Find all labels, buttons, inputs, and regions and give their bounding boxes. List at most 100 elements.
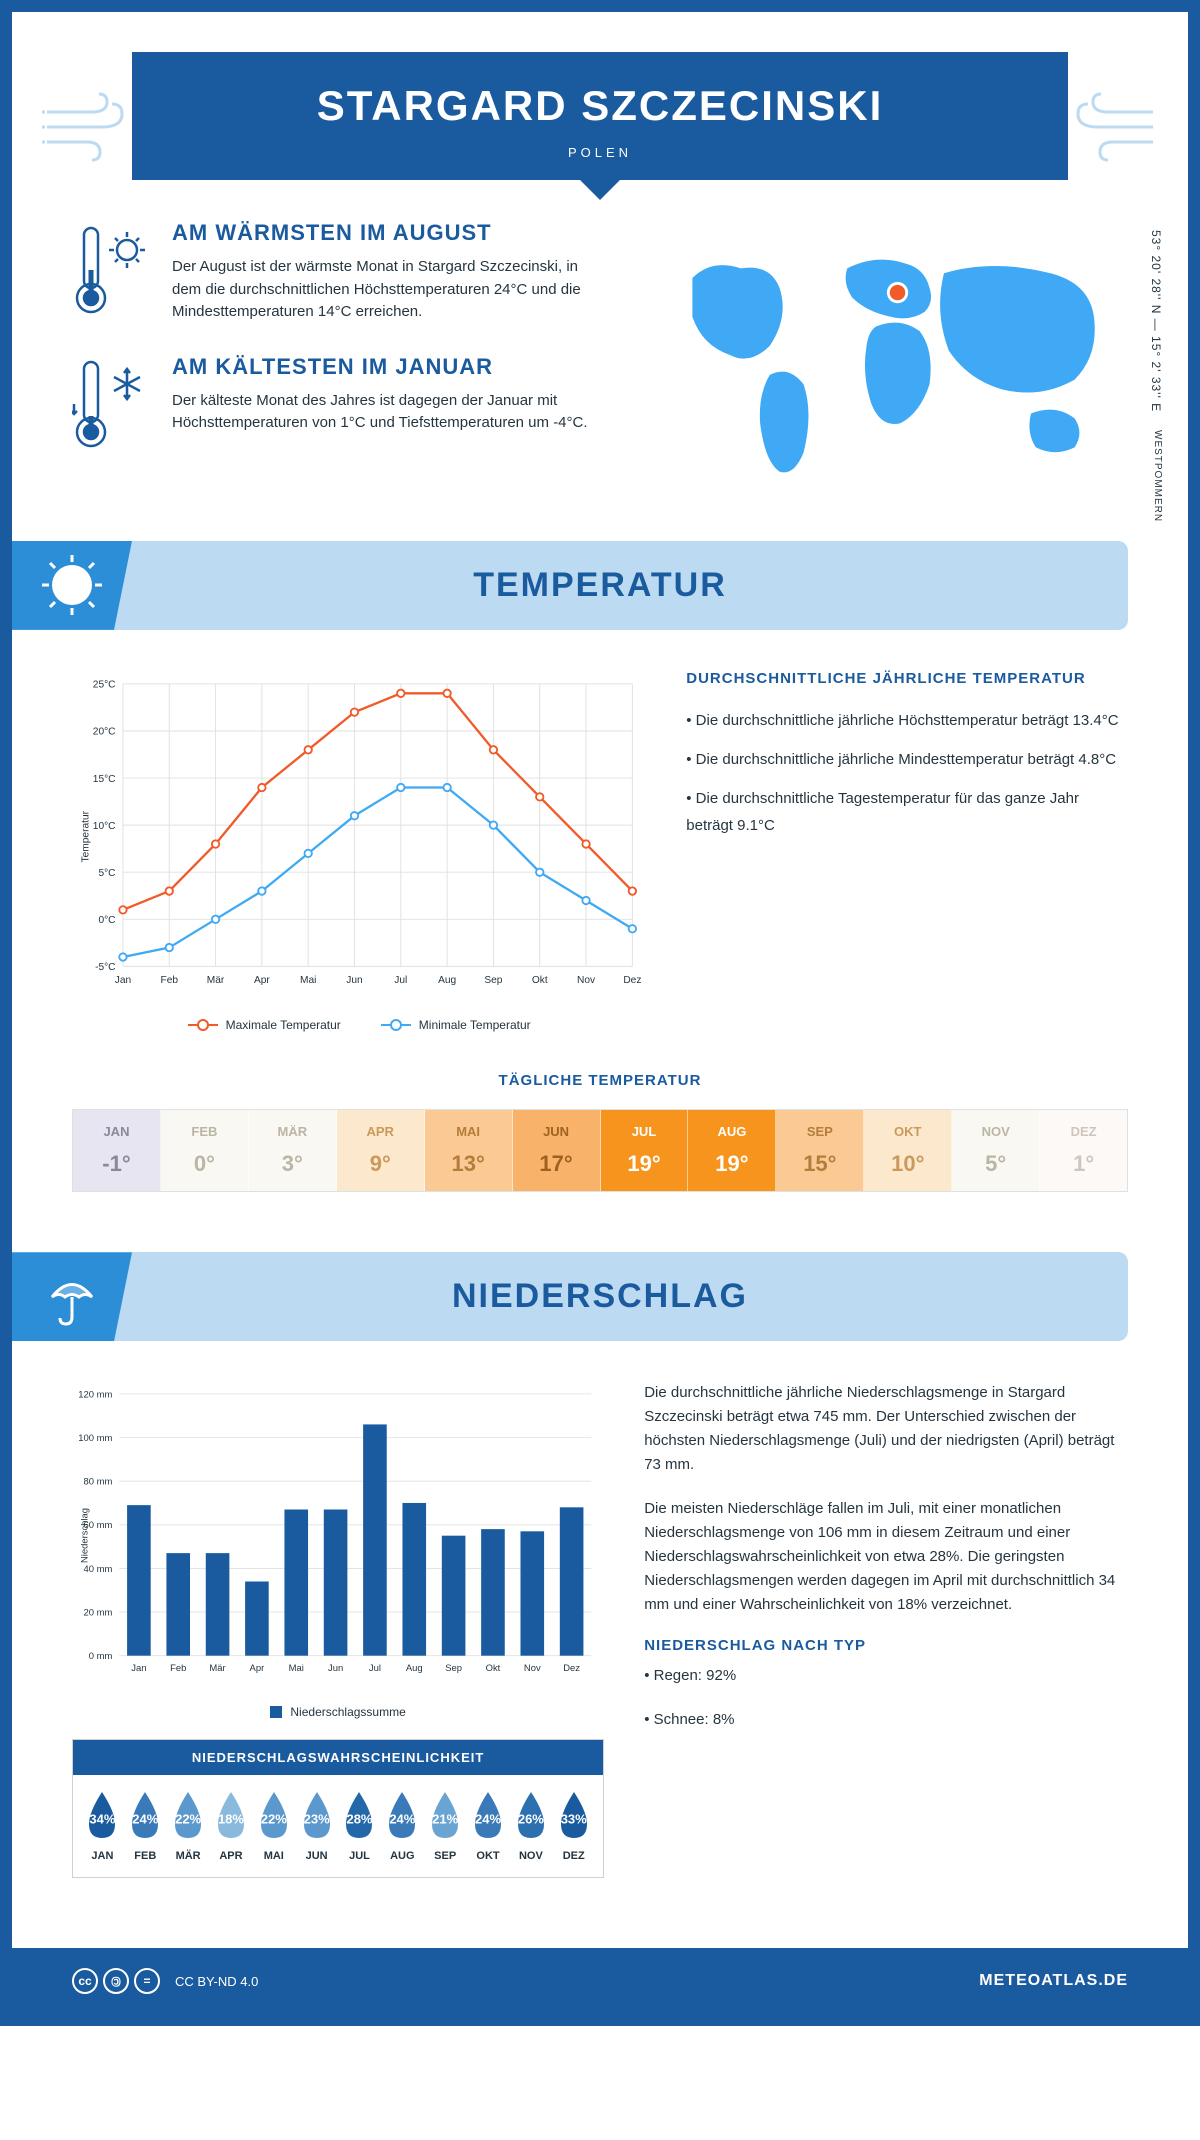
prob-cell: 34% JAN — [81, 1790, 124, 1862]
svg-text:Aug: Aug — [438, 975, 456, 986]
precipitation-bar-chart: 0 mm20 mm40 mm60 mm80 mm100 mm120 mmJanF… — [72, 1381, 604, 1690]
svg-text:40 mm: 40 mm — [84, 1564, 113, 1575]
prob-cell: 24% OKT — [467, 1790, 510, 1862]
svg-text:Jun: Jun — [346, 975, 362, 986]
temp-table-cell: MAI13° — [425, 1110, 513, 1191]
temp-table-cell: AUG19° — [688, 1110, 776, 1191]
precipitation-section-banner: NIEDERSCHLAG — [12, 1252, 1128, 1341]
svg-text:Feb: Feb — [160, 975, 178, 986]
temp-table-cell: SEP15° — [776, 1110, 864, 1191]
svg-text:Jan: Jan — [131, 1663, 146, 1674]
city-title: STARGARD SZCZECINSKI — [152, 82, 1048, 130]
temp-chart-legend: Maximale Temperatur Minimale Temperatur — [72, 1018, 646, 1032]
svg-text:0 mm: 0 mm — [89, 1651, 113, 1662]
prob-cell: 26% NOV — [509, 1790, 552, 1862]
prob-cell: 24% AUG — [381, 1790, 424, 1862]
svg-text:Nov: Nov — [577, 975, 596, 986]
temp-table-cell: JUL19° — [601, 1110, 689, 1191]
svg-text:-5°C: -5°C — [95, 962, 115, 973]
precip-section-title: NIEDERSCHLAG — [72, 1277, 1128, 1316]
svg-text:Niederschlag: Niederschlag — [79, 1508, 90, 1563]
svg-text:120 mm: 120 mm — [78, 1390, 112, 1401]
thermometer-snow-icon — [72, 354, 152, 454]
header-banner: STARGARD SZCZECINSKI POLEN — [132, 52, 1068, 180]
svg-text:Aug: Aug — [406, 1663, 423, 1674]
svg-text:Sep: Sep — [445, 1663, 462, 1674]
prob-cell: 33% DEZ — [552, 1790, 595, 1862]
svg-text:20°C: 20°C — [93, 727, 116, 738]
warmest-title: AM WÄRMSTEN IM AUGUST — [172, 220, 604, 246]
svg-text:Jun: Jun — [328, 1663, 343, 1674]
prob-cell: 18% APR — [210, 1790, 253, 1862]
svg-text:0°C: 0°C — [98, 915, 115, 926]
precip-para: Die meisten Niederschläge fallen im Juli… — [644, 1497, 1128, 1617]
license-label: CC BY-ND 4.0 — [175, 1974, 258, 1989]
temp-section-title: TEMPERATUR — [72, 566, 1128, 605]
svg-text:5°C: 5°C — [98, 868, 115, 879]
svg-text:Jul: Jul — [394, 975, 407, 986]
svg-text:Dez: Dez — [623, 975, 641, 986]
svg-text:Mär: Mär — [209, 1663, 225, 1674]
precip-para: Die durchschnittliche jährliche Niedersc… — [644, 1381, 1128, 1477]
temp-table-cell: MÄR3° — [249, 1110, 337, 1191]
coordinates: 53° 20' 28'' N — 15° 2' 33'' E — [1149, 230, 1163, 412]
precip-type-title: NIEDERSCHLAG NACH TYP — [644, 1637, 1128, 1654]
svg-text:20 mm: 20 mm — [84, 1608, 113, 1619]
temp-table-cell: JAN-1° — [73, 1110, 161, 1191]
wind-icon — [1068, 92, 1158, 162]
prob-cell: 22% MAI — [252, 1790, 295, 1862]
svg-text:10°C: 10°C — [93, 821, 116, 832]
cc-icons: cc🄯= — [72, 1968, 160, 1994]
svg-text:Feb: Feb — [170, 1663, 186, 1674]
temp-info-title: DURCHSCHNITTLICHE JÄHRLICHE TEMPERATUR — [686, 670, 1128, 687]
svg-text:Mai: Mai — [300, 975, 316, 986]
svg-text:Okt: Okt — [532, 975, 548, 986]
temp-table-cell: OKT10° — [864, 1110, 952, 1191]
svg-text:Sep: Sep — [484, 975, 502, 986]
temp-table-cell: APR9° — [337, 1110, 425, 1191]
temp-info-line: • Die durchschnittliche Tagestemperatur … — [686, 785, 1128, 839]
svg-text:Jul: Jul — [369, 1663, 381, 1674]
precip-type-line: • Regen: 92% — [644, 1664, 1128, 1688]
warmest-text: Der August ist der wärmste Monat in Star… — [172, 256, 604, 324]
temp-info-line: • Die durchschnittliche jährliche Mindes… — [686, 746, 1128, 773]
prob-cell: 21% SEP — [424, 1790, 467, 1862]
svg-text:Jan: Jan — [115, 975, 131, 986]
temp-table-cell: DEZ1° — [1040, 1110, 1127, 1191]
temp-table-cell: FEB0° — [161, 1110, 249, 1191]
prob-cell: 24% FEB — [124, 1790, 167, 1862]
coldest-fact: AM KÄLTESTEN IM JANUAR Der kälteste Mona… — [72, 354, 604, 454]
umbrella-icon — [12, 1252, 132, 1341]
svg-text:Apr: Apr — [254, 975, 270, 986]
footer: cc🄯= CC BY-ND 4.0 METEOATLAS.DE — [12, 1948, 1188, 2014]
svg-text:Dez: Dez — [563, 1663, 580, 1674]
region-label: WESTPOMMERN — [1152, 430, 1163, 522]
prob-title: NIEDERSCHLAGSWAHRSCHEINLICHKEIT — [73, 1740, 603, 1775]
precip-type-line: • Schnee: 8% — [644, 1708, 1128, 1732]
site-label: METEOATLAS.DE — [979, 1972, 1128, 1990]
precip-chart-legend: Niederschlagssumme — [72, 1705, 604, 1719]
world-map-icon — [644, 220, 1128, 491]
prob-cell: 22% MÄR — [167, 1790, 210, 1862]
svg-text:Mai: Mai — [289, 1663, 304, 1674]
temperature-line-chart: -5°C0°C5°C10°C15°C20°C25°CJanFebMärAprMa… — [72, 670, 646, 1003]
prob-cell: 28% JUL — [338, 1790, 381, 1862]
thermometer-sun-icon — [72, 220, 152, 324]
temp-table-cell: NOV5° — [952, 1110, 1040, 1191]
svg-text:100 mm: 100 mm — [78, 1433, 112, 1444]
warmest-fact: AM WÄRMSTEN IM AUGUST Der August ist der… — [72, 220, 604, 324]
svg-text:25°C: 25°C — [93, 680, 116, 691]
precipitation-probability-box: NIEDERSCHLAGSWAHRSCHEINLICHKEIT 34% JAN … — [72, 1739, 604, 1878]
daily-temp-table: JAN-1° FEB0° MÄR3° APR9° MAI13° JUN17° J… — [72, 1109, 1128, 1192]
svg-text:Temperatur: Temperatur — [81, 810, 92, 862]
temp-info-line: • Die durchschnittliche jährliche Höchst… — [686, 707, 1128, 734]
svg-text:Apr: Apr — [250, 1663, 265, 1674]
svg-text:Nov: Nov — [524, 1663, 541, 1674]
svg-text:Okt: Okt — [486, 1663, 501, 1674]
temp-table-cell: JUN17° — [513, 1110, 601, 1191]
svg-text:80 mm: 80 mm — [84, 1477, 113, 1488]
daily-temp-title: TÄGLICHE TEMPERATUR — [72, 1072, 1128, 1089]
coldest-text: Der kälteste Monat des Jahres ist dagege… — [172, 390, 604, 435]
coldest-title: AM KÄLTESTEN IM JANUAR — [172, 354, 604, 380]
wind-icon — [42, 92, 132, 162]
